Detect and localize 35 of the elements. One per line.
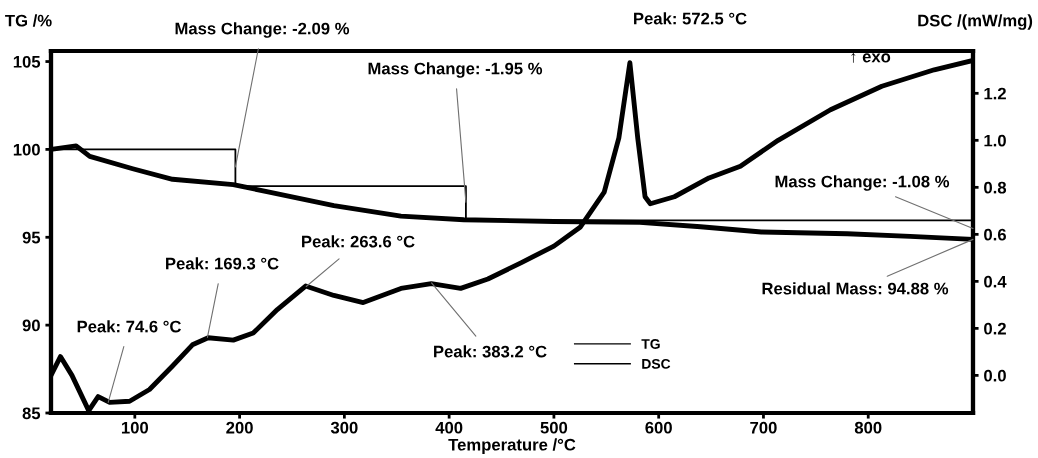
annotation: Mass Change: -1.08 % bbox=[775, 175, 950, 191]
y-axis-title: TG /% bbox=[5, 14, 52, 27]
y-tick-label: 95 bbox=[22, 231, 41, 244]
annotation: Peak: 263.6 °C bbox=[302, 235, 415, 248]
annotation: Mass Change: -2.09 % bbox=[175, 22, 350, 38]
y2-tick-label: 1.0 bbox=[984, 134, 1006, 147]
y-tick-label: 100 bbox=[13, 143, 40, 156]
annotation: Peak: 383.2 °C bbox=[434, 345, 547, 358]
x-axis-title: Temperature /°C bbox=[448, 438, 576, 454]
annotation: ↑ exo bbox=[851, 52, 891, 63]
x-tick-label: 600 bbox=[645, 421, 672, 434]
y2-axis-title: DSC /(mW/mg) bbox=[918, 14, 1033, 30]
x-tick-label: 700 bbox=[750, 421, 777, 434]
y2-tick-label: 0.0 bbox=[984, 369, 1006, 382]
annotation: Peak: 572.5 °C bbox=[634, 12, 747, 25]
y-tick-label: 105 bbox=[13, 55, 41, 68]
x-tick-label: 400 bbox=[435, 421, 463, 434]
annotation: Peak: 169.3 °C bbox=[166, 257, 279, 270]
annotation: Residual Mass: 94.88 % bbox=[762, 282, 949, 295]
x-tick-label: 500 bbox=[540, 421, 568, 434]
legend-label: DSC bbox=[642, 358, 671, 369]
x-tick-label: 800 bbox=[854, 421, 882, 434]
x-tick-label: 300 bbox=[330, 421, 358, 434]
x-tick-label: 200 bbox=[226, 421, 253, 434]
y2-tick-label: 1.2 bbox=[984, 87, 1006, 100]
y-tick-label: 90 bbox=[22, 319, 40, 332]
y2-tick-label: 0.4 bbox=[984, 275, 1007, 288]
legend-label: TG bbox=[641, 339, 660, 349]
y2-tick-label: 0.2 bbox=[984, 322, 1006, 335]
y2-tick-label: 0.8 bbox=[984, 181, 1007, 194]
annotation: Peak: 74.6 °C bbox=[77, 320, 181, 333]
y2-tick-label: 0.6 bbox=[984, 228, 1006, 241]
annotation: Mass Change: -1.95 % bbox=[368, 62, 543, 78]
x-tick-label: 100 bbox=[121, 421, 149, 434]
y-tick-label: 85 bbox=[22, 407, 41, 420]
